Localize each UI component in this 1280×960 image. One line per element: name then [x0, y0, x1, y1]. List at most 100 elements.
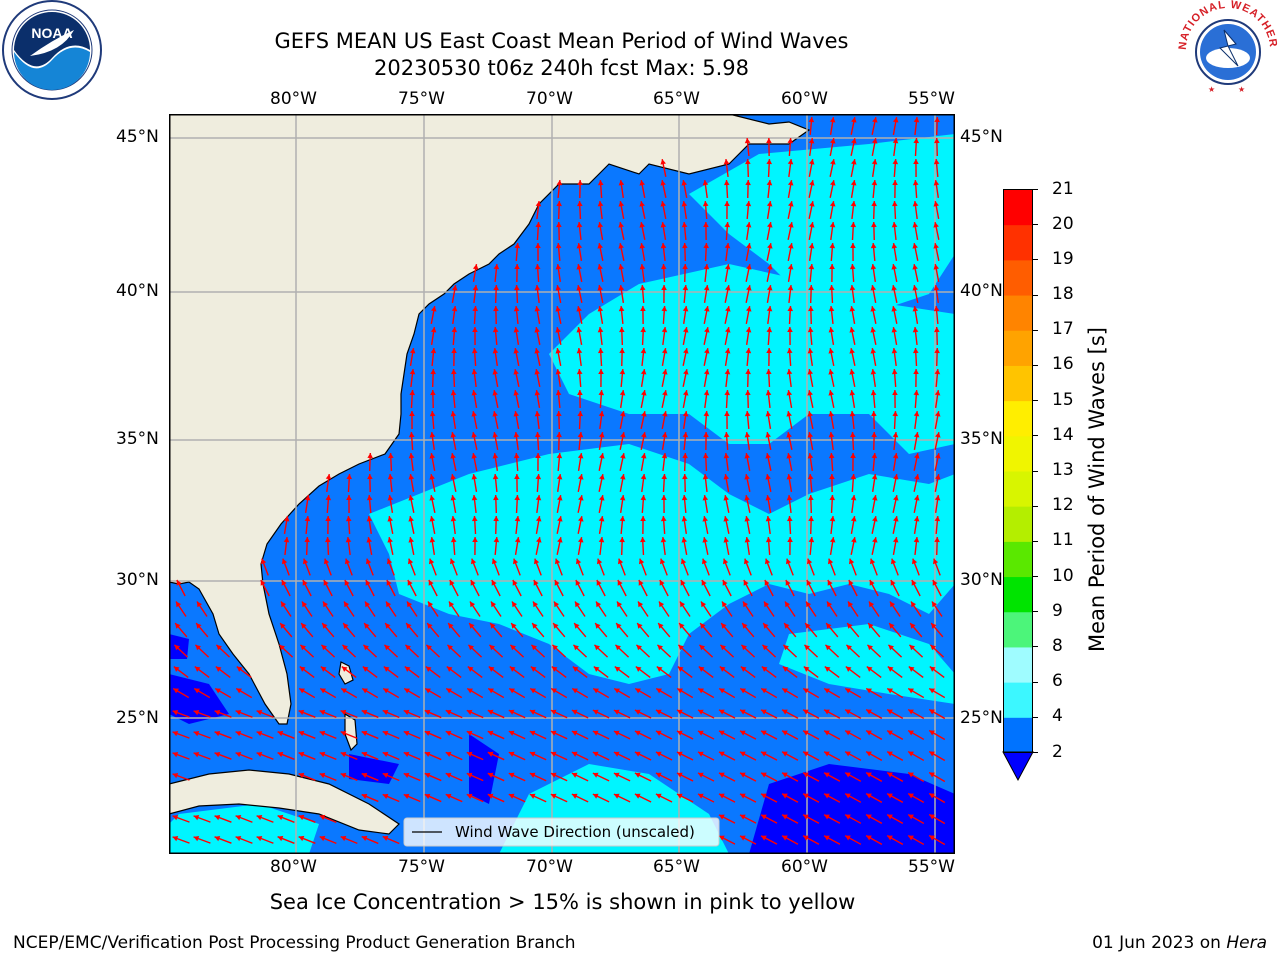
wind-wave-arrow [193, 709, 211, 718]
colorbar-tick [1032, 329, 1038, 331]
svg-text:★: ★ [1208, 85, 1215, 94]
wind-wave-arrow [472, 264, 479, 282]
wind-wave-arrow [514, 284, 520, 304]
wind-wave-arrow [865, 835, 883, 845]
wind-wave-arrow [598, 389, 605, 409]
lon-label-bottom: 60°W [781, 857, 828, 877]
wind-wave-arrow [451, 285, 458, 303]
wind-wave-arrow [680, 558, 689, 576]
wind-wave-arrow [871, 179, 878, 199]
wind-wave-arrow [487, 793, 505, 803]
wind-wave-arrow [933, 305, 940, 325]
wind-wave-arrow [781, 751, 799, 761]
wind-wave-arrow [739, 793, 757, 803]
wind-wave-arrow [718, 709, 736, 719]
colorbar-tick [1032, 540, 1038, 542]
wind-wave-arrow [850, 138, 857, 156]
wind-wave-arrow [871, 117, 878, 135]
wind-wave-arrow [488, 644, 504, 658]
wind-wave-arrow [808, 159, 815, 177]
wind-wave-arrow [320, 644, 336, 658]
wind-wave-arrow [172, 772, 190, 781]
wind-wave-arrow [849, 369, 856, 387]
wind-wave-arrow [676, 687, 694, 699]
wind-wave-arrow [618, 264, 625, 282]
colorbar-segment [1003, 330, 1033, 366]
wind-wave-arrow [596, 558, 605, 576]
wind-wave-arrow [487, 772, 505, 782]
wind-wave-arrow [299, 644, 315, 658]
wind-wave-arrow [451, 347, 457, 367]
wind-wave-arrow [760, 793, 778, 803]
wind-wave-arrow [886, 708, 904, 720]
wind-wave-arrow [492, 369, 499, 387]
lat-label-right: 35°N [960, 429, 1003, 449]
wind-wave-arrow [555, 348, 562, 366]
wind-wave-arrow [660, 159, 667, 177]
wind-wave-arrow [598, 536, 605, 556]
wind-wave-arrow [697, 730, 715, 740]
wind-wave-arrow [256, 709, 274, 718]
colorbar-segment [1003, 295, 1033, 331]
wind-wave-arrow [743, 558, 752, 576]
wind-wave-arrow [387, 516, 394, 534]
wind-wave-arrow [740, 644, 756, 658]
wind-wave-arrow [682, 452, 688, 472]
wind-wave-arrow [383, 644, 399, 658]
wind-wave-arrow [176, 579, 186, 597]
wind-wave-arrow [514, 242, 521, 262]
wind-wave-arrow [384, 622, 398, 638]
wind-wave-arrow [593, 644, 609, 658]
wind-wave-arrow [932, 558, 941, 576]
wind-wave-arrow [723, 516, 730, 534]
wind-wave-arrow [656, 644, 672, 658]
wind-wave-arrow [703, 221, 709, 241]
map-subtitle: 20230530 t06z 240h fcst Max: 5.98 [374, 56, 749, 80]
wind-wave-arrow [844, 814, 862, 824]
wind-wave-arrow [466, 709, 484, 719]
wind-wave-arrow [319, 835, 337, 845]
wind-wave-arrow [215, 666, 231, 678]
wind-wave-arrow [302, 579, 312, 597]
wind-wave-arrow [616, 601, 628, 617]
wind-wave-arrow [929, 644, 945, 658]
wind-wave-arrow [787, 536, 793, 556]
wind-wave-arrow [619, 515, 626, 535]
wind-wave-arrow [449, 579, 459, 597]
wind-wave-arrow [430, 306, 437, 324]
wind-wave-arrow [907, 687, 925, 699]
colorbar-segment [1003, 189, 1033, 226]
wind-wave-arrow [930, 622, 944, 638]
wind-wave-arrow [887, 644, 903, 658]
wind-wave-arrow [492, 411, 499, 429]
wind-wave-arrow [787, 264, 794, 282]
wind-wave-arrow [844, 709, 862, 719]
wind-wave-arrow [553, 601, 565, 617]
wind-wave-arrow [682, 410, 689, 430]
colorbar-tick [1032, 752, 1038, 753]
wind-wave-arrow [766, 201, 773, 219]
wind-wave-arrow [682, 390, 689, 408]
wind-wave-arrow [404, 666, 420, 678]
wind-wave-arrow [340, 751, 358, 761]
wind-wave-arrow [702, 200, 709, 220]
wind-wave-arrow [724, 327, 731, 345]
wind-wave-arrow [907, 834, 925, 846]
wind-wave-arrow [535, 516, 542, 534]
wind-wave-arrow [214, 835, 232, 844]
wind-wave-arrow [934, 368, 941, 388]
wind-wave-arrow [891, 243, 898, 261]
wind-wave-arrow [934, 326, 940, 346]
wind-wave-arrow [450, 495, 457, 513]
wind-wave-arrow [450, 453, 457, 471]
wind-wave-arrow [450, 515, 457, 535]
wind-wave-arrow [823, 772, 841, 782]
wind-wave-arrow [446, 644, 462, 658]
wind-wave-arrow [429, 536, 436, 556]
wind-wave-arrow [534, 348, 541, 366]
wind-wave-arrow [913, 474, 920, 492]
wind-wave-arrow [361, 709, 379, 719]
wind-wave-arrow [892, 474, 899, 492]
wind-wave-arrow [742, 601, 754, 617]
wind-wave-arrow [613, 709, 631, 719]
